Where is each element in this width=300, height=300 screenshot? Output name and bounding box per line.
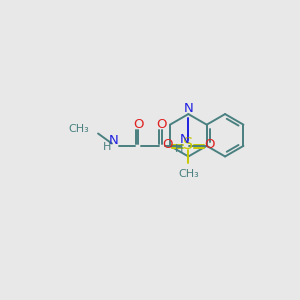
Text: CH₃: CH₃ xyxy=(68,124,89,134)
Text: O: O xyxy=(162,139,172,152)
Text: CH₃: CH₃ xyxy=(178,169,199,179)
Text: N: N xyxy=(109,134,118,147)
Text: N: N xyxy=(184,102,193,115)
Text: O: O xyxy=(133,118,144,131)
Text: H: H xyxy=(175,144,183,154)
Text: H: H xyxy=(102,142,111,152)
Text: N: N xyxy=(180,134,190,146)
Text: S: S xyxy=(188,171,189,172)
Text: O: O xyxy=(204,139,215,152)
Text: S: S xyxy=(183,137,194,152)
Text: O: O xyxy=(157,118,167,131)
